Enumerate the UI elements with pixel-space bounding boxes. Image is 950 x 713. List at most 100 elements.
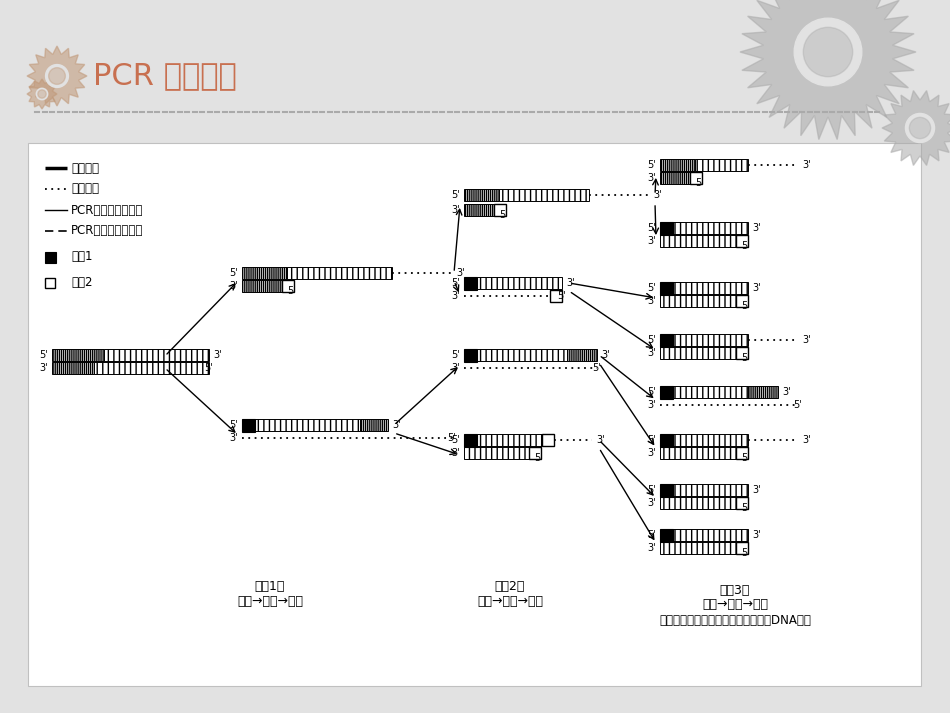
Bar xyxy=(255,419,360,431)
Bar xyxy=(464,349,477,361)
Text: 循环1：
变性→复性→延伸: 循环1： 变性→复性→延伸 xyxy=(237,580,303,608)
Text: 3': 3' xyxy=(566,278,575,288)
Bar xyxy=(736,497,748,509)
Bar xyxy=(542,434,554,446)
Text: 3': 3' xyxy=(451,448,460,458)
Bar xyxy=(52,362,94,374)
Circle shape xyxy=(46,65,68,88)
Text: 5': 5' xyxy=(741,453,750,463)
Text: 3': 3' xyxy=(213,350,221,360)
Bar xyxy=(242,419,255,431)
Text: 3': 3' xyxy=(601,350,610,360)
Bar xyxy=(660,235,736,247)
Bar xyxy=(45,252,56,262)
Text: 3': 3' xyxy=(456,268,465,278)
Text: 5': 5' xyxy=(647,435,656,445)
Text: PCR 反应过程: PCR 反应过程 xyxy=(93,61,237,91)
Bar xyxy=(94,362,209,374)
Bar xyxy=(464,204,494,216)
Text: 5': 5' xyxy=(741,353,750,363)
Text: 3': 3' xyxy=(647,296,656,306)
Bar xyxy=(499,189,589,201)
Text: 5': 5' xyxy=(229,268,238,278)
Text: 目标序列: 目标序列 xyxy=(71,162,99,175)
Text: 5': 5' xyxy=(447,433,456,443)
Bar xyxy=(736,542,748,554)
Text: 侧翼序列: 侧翼序列 xyxy=(71,183,99,195)
Text: 3': 3' xyxy=(39,363,48,373)
Text: 3': 3' xyxy=(752,283,761,293)
Bar xyxy=(673,434,748,446)
Bar xyxy=(464,189,499,201)
Bar xyxy=(477,434,542,446)
Text: 循环2：
变性→复性→延伸: 循环2： 变性→复性→延伸 xyxy=(477,580,543,608)
Circle shape xyxy=(48,68,66,84)
Bar xyxy=(567,349,597,361)
Bar xyxy=(660,295,736,307)
Bar xyxy=(464,434,477,446)
Bar xyxy=(464,447,529,459)
Text: 3': 3' xyxy=(647,448,656,458)
Bar xyxy=(690,172,702,184)
Text: 5': 5' xyxy=(647,387,656,397)
Text: 5': 5' xyxy=(647,530,656,540)
Text: 3': 3' xyxy=(647,173,656,183)
Bar xyxy=(660,222,673,235)
Text: 3': 3' xyxy=(596,435,604,445)
Text: 开始生成与扩增区域长度相同的双链DNA分子: 开始生成与扩增区域长度相同的双链DNA分子 xyxy=(659,613,811,627)
Bar xyxy=(52,349,104,361)
Text: 3': 3' xyxy=(647,236,656,246)
Text: PCR合成的侧翼序列: PCR合成的侧翼序列 xyxy=(71,225,143,237)
Polygon shape xyxy=(882,91,950,165)
Bar xyxy=(242,267,287,279)
Text: 5': 5' xyxy=(451,350,460,360)
Text: 引物1: 引物1 xyxy=(71,250,92,264)
Bar xyxy=(736,295,748,307)
Text: 3': 3' xyxy=(802,435,810,445)
Bar xyxy=(660,528,673,541)
Circle shape xyxy=(905,113,935,143)
Text: 3': 3' xyxy=(647,400,656,410)
Bar xyxy=(360,419,388,431)
Circle shape xyxy=(909,118,931,138)
Bar xyxy=(673,484,748,496)
Bar xyxy=(464,277,477,289)
Bar xyxy=(673,386,748,398)
Text: 3': 3' xyxy=(451,363,460,373)
Text: 3': 3' xyxy=(392,420,401,430)
Bar xyxy=(660,386,673,399)
Bar xyxy=(282,280,294,292)
Bar xyxy=(748,386,778,398)
Text: 循环3：: 循环3： xyxy=(720,583,750,597)
Text: 3': 3' xyxy=(647,498,656,508)
Bar xyxy=(660,434,673,446)
Text: 5': 5' xyxy=(647,160,656,170)
Bar xyxy=(28,143,921,686)
Text: 5': 5' xyxy=(451,435,460,445)
Text: PCR合成的目标序列: PCR合成的目标序列 xyxy=(71,203,143,217)
Polygon shape xyxy=(740,0,916,140)
Text: 5': 5' xyxy=(558,291,566,301)
Bar xyxy=(660,334,673,347)
Bar xyxy=(660,542,736,554)
Text: 5': 5' xyxy=(741,503,750,513)
Text: 5': 5' xyxy=(793,400,802,410)
Bar xyxy=(673,529,748,541)
Text: 3': 3' xyxy=(229,281,238,291)
Text: 5': 5' xyxy=(592,363,601,373)
Text: 5': 5' xyxy=(287,286,296,296)
Bar xyxy=(673,282,748,294)
Text: 3': 3' xyxy=(782,387,790,397)
Text: 5': 5' xyxy=(647,485,656,495)
Text: 5': 5' xyxy=(741,548,750,558)
Bar xyxy=(673,222,748,234)
Bar xyxy=(660,282,673,294)
Text: 3': 3' xyxy=(647,543,656,553)
Bar xyxy=(736,447,748,459)
Bar xyxy=(660,497,736,509)
Bar xyxy=(673,334,748,346)
Bar xyxy=(695,159,748,171)
Text: 变性→复性→延伸: 变性→复性→延伸 xyxy=(702,598,768,612)
Polygon shape xyxy=(27,79,57,109)
Bar xyxy=(287,267,392,279)
